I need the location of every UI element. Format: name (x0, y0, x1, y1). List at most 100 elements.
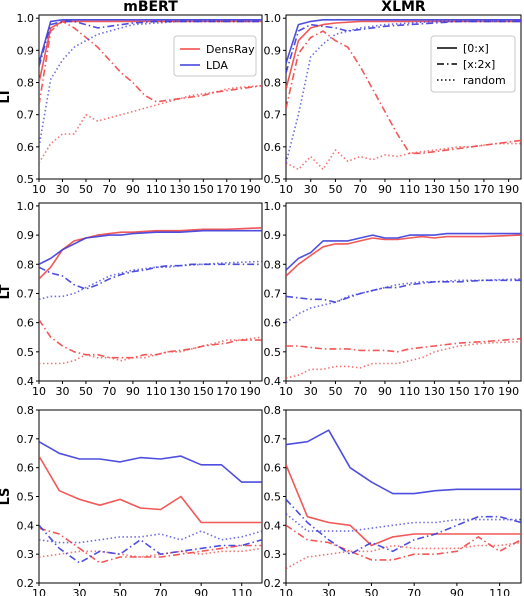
y-tick-label: 0.6 (17, 462, 35, 475)
y-tick-label: 0.8 (264, 258, 282, 271)
y-tick-label: 0.6 (17, 317, 35, 330)
x-tick-label: 10 (279, 385, 293, 398)
y-tick-label: 0.8 (264, 77, 282, 90)
y-tick-label: 0.5 (264, 173, 282, 186)
series-line-densray-dotted (39, 336, 262, 365)
y-tick-label: 1.0 (17, 200, 35, 213)
x-tick-label: 190 (498, 385, 519, 398)
y-tick-label: 0.7 (17, 433, 35, 446)
series-line-lda-solid (286, 18, 521, 64)
x-tick-label: 90 (194, 587, 208, 596)
x-tick-label: 70 (353, 183, 367, 196)
y-tick-label: 1.0 (264, 200, 282, 213)
y-tick-label: 0.7 (264, 433, 282, 446)
x-tick-label: 90 (378, 183, 392, 196)
series-line-densray-dotted (286, 340, 521, 379)
x-tick-label: 170 (216, 385, 237, 398)
series-line-lda-solid (286, 232, 521, 271)
series-line-densray-dashdot (39, 20, 262, 106)
series-line-densray-dashdot (39, 319, 262, 359)
series-line-densray-solid (39, 455, 262, 524)
series-line-lda-solid (39, 441, 262, 483)
y-tick-label: 0.7 (264, 109, 282, 122)
series-line-densray-solid (286, 20, 521, 90)
x-tick-label: 170 (473, 183, 494, 196)
y-tick-label: 0.9 (17, 229, 35, 242)
plot-frame (285, 14, 522, 180)
x-tick-label: 50 (364, 587, 378, 596)
plot-frame (285, 409, 522, 584)
plot-frame (38, 202, 263, 382)
series-line-densray-dotted (39, 547, 262, 558)
series-line-lda-dashdot (286, 20, 521, 74)
series-line-lda-solid (39, 18, 262, 64)
y-tick-label: 0.8 (264, 404, 282, 417)
y-tick-label: 0.9 (17, 44, 35, 57)
y-tick-label: 0.3 (264, 548, 282, 561)
x-tick-label: 90 (126, 385, 140, 398)
series-line-lda-solid (39, 229, 262, 266)
series-line-lda-dashdot (286, 498, 521, 556)
y-tick-label: 0.6 (17, 141, 35, 154)
y-tick-label: 0.7 (17, 287, 35, 300)
panel-mbert-lt: 10 30 50 70 90 110 130 150 170 190 0.4 0.5 0.6 0.7 0.8… (0, 200, 263, 398)
y-tick-label: 0.2 (17, 577, 35, 590)
row-label: LS (0, 488, 13, 506)
x-tick-label: 70 (407, 587, 421, 596)
panel-title: XLMR (381, 0, 426, 15)
y-tick-label: 0.4 (264, 519, 282, 532)
x-tick-label: 130 (169, 183, 190, 196)
series-line-densray-dashdot (286, 524, 521, 561)
x-tick-label: 30 (304, 183, 318, 196)
legend-label: random (463, 74, 506, 87)
x-tick-label: 70 (102, 385, 116, 398)
row-label: LI (0, 90, 13, 103)
legend-label: [0:x] (463, 42, 489, 55)
x-tick-label: 110 (231, 587, 252, 596)
x-tick-label: 30 (55, 183, 69, 196)
y-tick-label: 0.6 (264, 462, 282, 475)
series-line-densray-dotted (286, 142, 521, 171)
y-tick-label: 0.9 (264, 44, 282, 57)
legend-method: DensRay LDA (173, 35, 257, 77)
series-line-lda-dotted (286, 513, 521, 532)
series-line-lda-dashdot (39, 263, 262, 290)
series-line-densray-dotted (286, 541, 521, 570)
x-tick-label: 50 (79, 183, 93, 196)
y-tick-label: 0.6 (264, 317, 282, 330)
y-tick-label: 0.4 (264, 375, 282, 388)
x-tick-label: 10 (279, 587, 293, 596)
x-tick-label: 10 (32, 587, 46, 596)
panel-title: mBERT (123, 0, 178, 15)
x-tick-label: 190 (240, 183, 261, 196)
x-tick-label: 10 (32, 183, 46, 196)
x-tick-label: 10 (32, 385, 46, 398)
series-line-densray-solid (286, 234, 521, 277)
x-tick-label: 30 (304, 385, 318, 398)
x-tick-label: 170 (216, 183, 237, 196)
panel-xlmr-li: 10 30 50 70 90 110 130 150 170 190 0.5 0.6 0.7 0.8 0.9… (264, 0, 522, 196)
series-line-densray-dashdot (286, 337, 521, 353)
y-tick-label: 0.4 (17, 375, 35, 388)
x-tick-label: 110 (489, 587, 510, 596)
legend-box (430, 35, 516, 93)
x-tick-label: 90 (378, 385, 392, 398)
x-tick-label: 150 (449, 183, 470, 196)
y-tick-label: 1.0 (264, 12, 282, 25)
series-line-lda-dashdot (39, 524, 262, 564)
x-tick-label: 110 (146, 385, 167, 398)
x-tick-label: 170 (473, 385, 494, 398)
x-tick-label: 150 (193, 385, 214, 398)
panel-mbert-ls: 10 30 50 70 90 110 0.2 0.3 0.4 0.5 0.6 0.7 0.8 LS (0, 404, 263, 596)
series-line-lda-dotted (286, 278, 521, 324)
y-tick-label: 0.5 (17, 491, 35, 504)
y-tick-label: 0.8 (17, 404, 35, 417)
x-tick-label: 30 (55, 385, 69, 398)
series-line-lda-dotted (39, 260, 262, 301)
x-tick-label: 90 (126, 183, 140, 196)
series-line-lda-dotted (39, 530, 262, 544)
x-tick-label: 50 (328, 385, 342, 398)
x-tick-label: 190 (498, 183, 519, 196)
y-tick-label: 0.3 (17, 548, 35, 561)
series-line-densray-dotted (39, 84, 262, 164)
